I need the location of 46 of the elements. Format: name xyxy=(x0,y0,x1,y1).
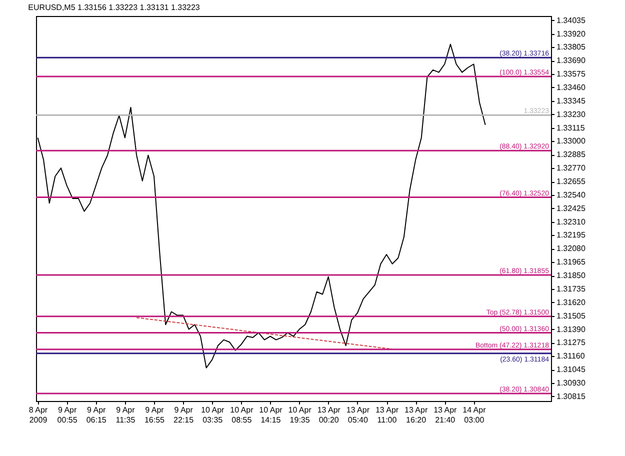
y-tick-label: 1.32195 xyxy=(556,230,586,240)
x-tick-label: 9 Apr 11:35 xyxy=(116,406,136,424)
y-tick-label: 1.32080 xyxy=(556,244,586,254)
x-tick-label: 10 Apr 14:15 xyxy=(259,406,283,424)
x-tick-label: 10 Apr 08:55 xyxy=(230,406,254,424)
y-tick-label: 1.32770 xyxy=(556,164,586,173)
y-tick-label: 1.30930 xyxy=(556,378,586,388)
y-tick-label: 1.33575 xyxy=(556,70,586,79)
y-tick-label: 1.32425 xyxy=(556,204,586,213)
x-tick-label: 9 Apr 22:15 xyxy=(174,406,194,424)
y-tick-label: 1.34035 xyxy=(556,16,586,25)
x-tick-label: 13 Apr 05:40 xyxy=(346,406,370,424)
y-tick-label: 1.33920 xyxy=(556,29,586,38)
x-tick-label: 13 Apr 16:20 xyxy=(404,406,428,424)
y-tick-label: 1.33230 xyxy=(556,110,586,119)
y-tick-label: 1.31620 xyxy=(556,298,586,307)
y-tick-label: 1.33115 xyxy=(556,123,586,132)
x-tick-label: 13 Apr 11:00 xyxy=(375,406,399,424)
y-tick-label: 1.33345 xyxy=(556,96,586,106)
chart-title: EURUSD,M5 1.33156 1.33223 1.33131 1.33223 xyxy=(28,3,200,12)
y-tick-label: 1.31275 xyxy=(556,338,586,348)
y-tick-label: 1.32885 xyxy=(556,150,586,160)
y-tick-label: 1.33805 xyxy=(556,42,586,52)
y-tick-label: 1.31505 xyxy=(556,311,586,320)
y-tick-label: 1.31850 xyxy=(556,271,586,280)
y-tick-label: 1.32540 xyxy=(556,190,586,200)
y-tick-label: 1.32655 xyxy=(556,177,586,186)
y-tick-label: 1.31965 xyxy=(556,258,586,267)
y-tick-label: 1.31735 xyxy=(556,284,586,294)
y-tick-label: 1.30815 xyxy=(556,392,586,401)
x-tick-label: 9 Apr 06:15 xyxy=(86,406,107,424)
x-tick-label: 10 Apr 19:35 xyxy=(288,406,312,424)
y-tick-label: 1.32310 xyxy=(556,217,586,226)
y-tick-label: 1.33000 xyxy=(556,136,586,146)
x-tick-label: 14 Apr 03:00 xyxy=(462,406,486,424)
y-tick-label: 1.33460 xyxy=(556,82,586,92)
x-tick-label: 10 Apr 03:35 xyxy=(201,406,225,424)
x-tick-label: 13 Apr 21:40 xyxy=(434,406,458,424)
y-tick-label: 1.31160 xyxy=(556,352,586,361)
y-tick-label: 1.31045 xyxy=(556,365,586,374)
x-tick-label: 13 Apr 00:20 xyxy=(317,406,341,424)
x-tick-label: 9 Apr 00:55 xyxy=(57,406,78,424)
y-tick-label: 1.33690 xyxy=(556,56,586,66)
y-tick-label: 1.31390 xyxy=(556,324,586,334)
x-tick-label: 8 Apr 2009 xyxy=(28,406,48,424)
x-tick-label: 9 Apr 16:55 xyxy=(144,406,166,424)
